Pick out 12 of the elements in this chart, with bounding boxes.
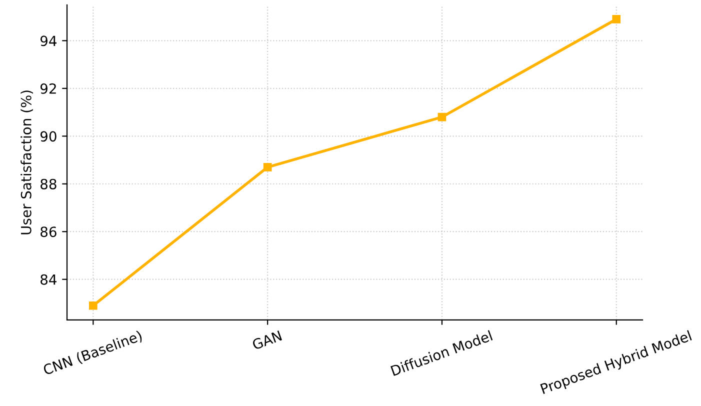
y-tick-label: 84 — [40, 274, 57, 285]
point — [612, 15, 621, 24]
point — [438, 112, 446, 122]
point — [89, 301, 98, 310]
y-tick-label: 88 — [40, 178, 56, 190]
point — [263, 163, 272, 172]
x-tick-label: GAN — [252, 330, 282, 350]
y-tick-label: 94 — [40, 36, 57, 46]
y-tick-label: 90 — [40, 131, 56, 142]
y-axis-title: User Satisfaction (%) — [20, 90, 34, 234]
y-tick-label: 86 — [40, 226, 56, 238]
y-tick-label: 92 — [40, 83, 56, 94]
